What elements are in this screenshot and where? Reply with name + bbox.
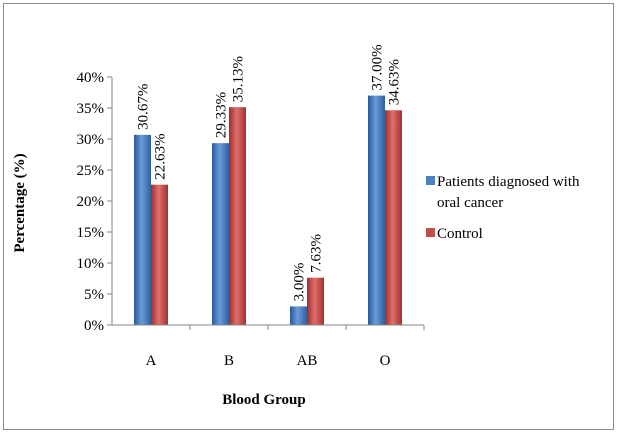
x-axis-title: Blood Group [222,392,306,408]
data-label: 3.00% [292,263,308,302]
bar-patients [134,134,151,325]
data-label: 22.63% [153,133,169,179]
data-label: 7.63% [309,234,325,273]
legend: Patients diagnosed with oral cancer Contro… [426,174,580,242]
bar-control [229,107,246,325]
data-label: 37.00% [370,44,386,90]
legend-label: Patients diagnosed with [437,174,580,190]
data-label: 35.13% [231,56,247,102]
category-label: B [224,353,234,369]
legend-swatch [426,228,435,237]
bar-patients [212,143,229,325]
y-tick-label: 10% [77,256,105,272]
bar-control [151,184,168,325]
data-labels: 30.67%22.63% 29.33%35.13% 3.00%7.63% 37.00%… [136,44,403,301]
y-axis-tick-labels: 0% 5% 10% 15% 20% 25% 30% 35% 40% [77,70,105,334]
chart-frame [3,3,614,430]
y-tick-label: 35% [77,101,105,117]
y-tick-label: 20% [77,194,105,210]
legend-item: Patients diagnosed with oral cancer [426,174,580,211]
legend-item: Control [426,226,483,242]
y-tick-label: 30% [77,132,105,148]
bar-patients [290,306,307,325]
data-label: 29.33% [214,92,230,138]
y-tick-label: 25% [77,163,105,179]
bar-control [307,277,324,325]
category-label: O [380,353,391,369]
y-tick-label: 40% [77,70,105,86]
y-tick-label: 0% [84,318,104,334]
category-label: A [146,353,157,369]
legend-label: Control [437,226,483,242]
bars [134,95,402,325]
y-axis-title: Percentage (%) [12,153,28,252]
y-tick-label: 15% [77,225,105,241]
x-axis-category-labels: A B AB O [146,353,391,369]
bar-control [385,110,402,325]
data-label: 34.63% [387,59,403,105]
bar-patients [368,95,385,325]
category-label: AB [297,353,318,369]
y-tick-label: 5% [84,287,104,303]
legend-swatch [426,176,435,185]
legend-label: oral cancer [437,195,503,211]
data-label: 30.67% [136,84,152,130]
axis-tick-marks [107,76,425,330]
